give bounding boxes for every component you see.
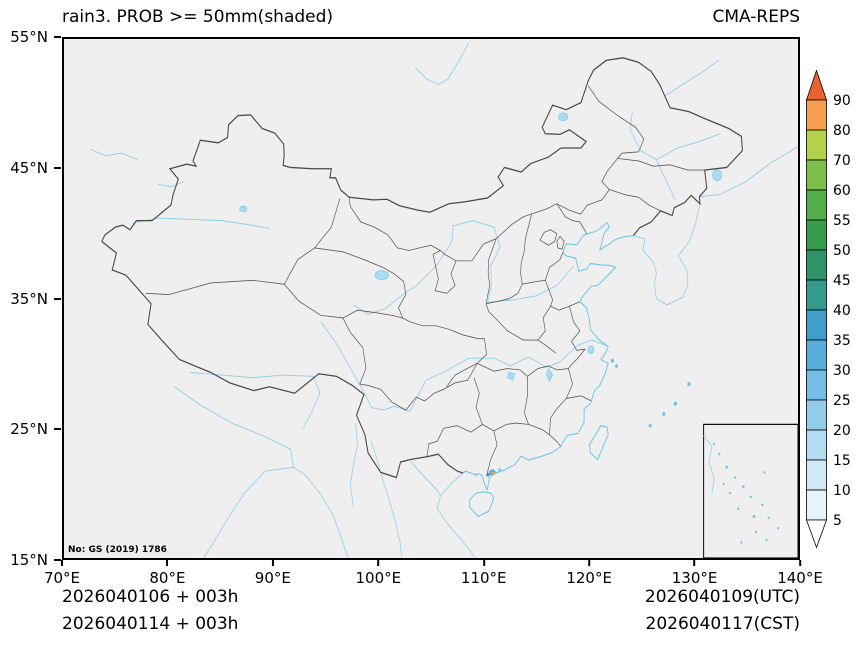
precip-shading xyxy=(475,467,502,477)
colorbar-label: 30 xyxy=(833,363,851,379)
colorbar-label: 5 xyxy=(833,513,842,529)
inset-islands xyxy=(713,442,780,544)
china-rivers xyxy=(132,111,721,412)
coastline xyxy=(462,221,691,518)
colorbar-label: 35 xyxy=(833,333,851,349)
colorbar-band xyxy=(806,429,827,461)
national-border xyxy=(101,57,743,479)
colorbar-band xyxy=(806,219,827,251)
x-tick: 120°E xyxy=(566,560,612,587)
footer-row-2: 2026040114 + 003h 2026040117(CST) xyxy=(62,614,800,634)
valid-time-utc: 2026040109(UTC) xyxy=(644,587,800,607)
valid-time-cst: 2026040117(CST) xyxy=(645,614,800,634)
lakes xyxy=(239,112,723,383)
china-map-svg xyxy=(90,42,798,558)
colorbar-band xyxy=(806,399,827,431)
y-tick: 35°N xyxy=(10,289,48,308)
colorbar-band xyxy=(806,459,827,491)
y-tick: 45°N xyxy=(10,158,48,177)
colorbar-label: 20 xyxy=(833,423,851,439)
colorbar-label: 60 xyxy=(833,183,851,199)
page-title: rain3. PROB >= 50mm(shaded) xyxy=(62,7,334,27)
y-tick: 25°N xyxy=(10,420,48,439)
colorbar-label: 45 xyxy=(833,273,851,289)
x-tick: 70°E xyxy=(44,560,80,587)
init-time-utc: 2026040106 + 003h xyxy=(62,587,239,607)
colorbar-band xyxy=(806,99,827,131)
x-tick: 90°E xyxy=(255,560,291,587)
province-boundaries xyxy=(145,85,705,474)
colorbar-label: 25 xyxy=(833,393,851,409)
colorbar-band xyxy=(806,279,827,311)
probability-colorbar: 90 80 70 60 55 50 45 40 35 30 25 20 15 1… xyxy=(806,70,851,549)
x-tick: 140°E xyxy=(777,560,823,587)
colorbar-band xyxy=(806,189,827,221)
colorbar-band xyxy=(806,309,827,341)
neighbor-rivers-coasts xyxy=(90,42,798,558)
map-plot-area: No: GS (2019) 1786 xyxy=(62,37,800,560)
colorbar-label: 40 xyxy=(833,303,851,319)
y-tick: 55°N xyxy=(10,28,48,46)
colorbar-over-arrow xyxy=(806,70,828,101)
x-axis: 70°E 80°E 90°E 100°E 110°E 120°E 130°E 1… xyxy=(44,560,823,587)
colorbar-band xyxy=(806,249,827,281)
colorbar-label: 70 xyxy=(833,153,851,169)
x-tick: 130°E xyxy=(672,560,718,587)
y-axis: 55°N 45°N 35°N 25°N 15°N xyxy=(0,28,62,569)
init-time-cst: 2026040114 + 003h xyxy=(62,614,239,634)
colorbar-label: 10 xyxy=(833,483,851,499)
colorbar-label: 90 xyxy=(833,93,851,109)
model-label: CMA-REPS xyxy=(712,7,800,27)
chart-header: rain3. PROB >= 50mm(shaded) CMA-REPS xyxy=(62,6,800,28)
colorbar-label: 50 xyxy=(833,243,851,259)
colorbar-label: 15 xyxy=(833,453,851,469)
colorbar-label: 55 xyxy=(833,213,851,229)
south-china-sea-inset xyxy=(703,423,798,558)
x-tick: 100°E xyxy=(355,560,401,587)
colorbar-band xyxy=(806,129,827,161)
x-tick: 80°E xyxy=(149,560,185,587)
map-license-note: No: GS (2019) 1786 xyxy=(68,545,167,555)
y-tick: 15°N xyxy=(10,551,48,569)
colorbar-label: 80 xyxy=(833,123,851,139)
colorbar-band xyxy=(806,159,827,191)
colorbar-band xyxy=(806,489,827,521)
colorbar-band xyxy=(806,369,827,401)
colorbar-under-arrow xyxy=(806,519,828,549)
colorbar-band xyxy=(806,339,827,371)
footer-row-1: 2026040106 + 003h 2026040109(UTC) xyxy=(62,587,800,607)
x-tick: 110°E xyxy=(461,560,507,587)
